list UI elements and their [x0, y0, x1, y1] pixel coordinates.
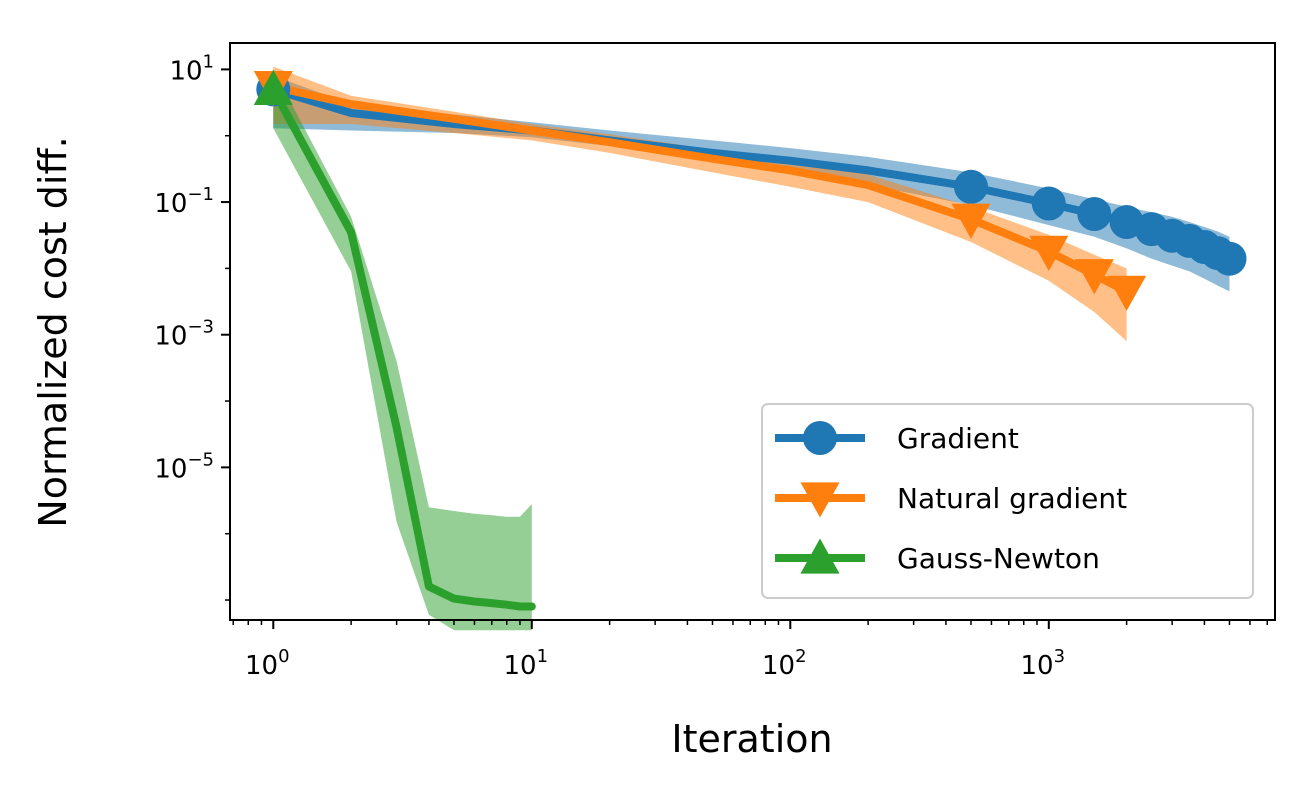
legend-swatch-marker	[800, 538, 840, 574]
y-tick-label: 10−1	[154, 184, 214, 219]
natural-gradient-marker	[1074, 259, 1114, 295]
y-axis-title: Normalized cost diff.	[31, 136, 75, 527]
legend-swatch-marker	[800, 482, 840, 518]
y-tick-label: 101	[169, 51, 214, 86]
legend: Gradient Natural gradient Gauss-Newton	[761, 403, 1254, 599]
legend-label: Gradient	[897, 422, 1019, 455]
x-tick-label: 102	[762, 646, 807, 681]
natural-gradient-band	[273, 66, 1127, 342]
legend-box	[761, 403, 1254, 599]
legend-label: Natural gradient	[897, 482, 1127, 515]
series-markers	[253, 69, 1247, 311]
y-axis: 101 10−1 10−3 10−5	[154, 51, 230, 601]
legend-item-gauss-newton: Gauss-Newton	[775, 538, 1100, 575]
gauss-newton-line	[269, 85, 536, 611]
gradient-marker	[1031, 186, 1066, 221]
natural-gradient-marker	[1107, 275, 1147, 311]
legend-label: Gauss-Newton	[897, 542, 1100, 575]
legend-item-gradient: Gradient	[775, 421, 1019, 455]
natural-gradient-marker	[1029, 235, 1069, 272]
y-tick-label: 10−3	[154, 317, 214, 352]
legend-items: Gradient Natural gradient Gauss-Newton	[775, 421, 1127, 575]
x-tick-label: 103	[1021, 646, 1066, 681]
natural-gradient-marker	[951, 203, 991, 239]
gradient-marker	[953, 169, 988, 204]
x-axis: 100 101 102 103	[232, 620, 1269, 681]
gauss-newton-marker	[253, 69, 293, 106]
legend-item-natural-gradient: Natural gradient	[775, 482, 1127, 518]
x-tick-label: 100	[245, 646, 290, 681]
plot-area-frame	[229, 42, 1276, 621]
legend-swatch-marker	[803, 421, 837, 455]
gradient-marker	[1077, 197, 1112, 232]
x-axis-title: Iteration	[671, 717, 832, 761]
gradient-marker	[1212, 241, 1247, 276]
y-tick-label: 10−5	[154, 449, 214, 484]
x-tick-label: 101	[504, 646, 549, 681]
